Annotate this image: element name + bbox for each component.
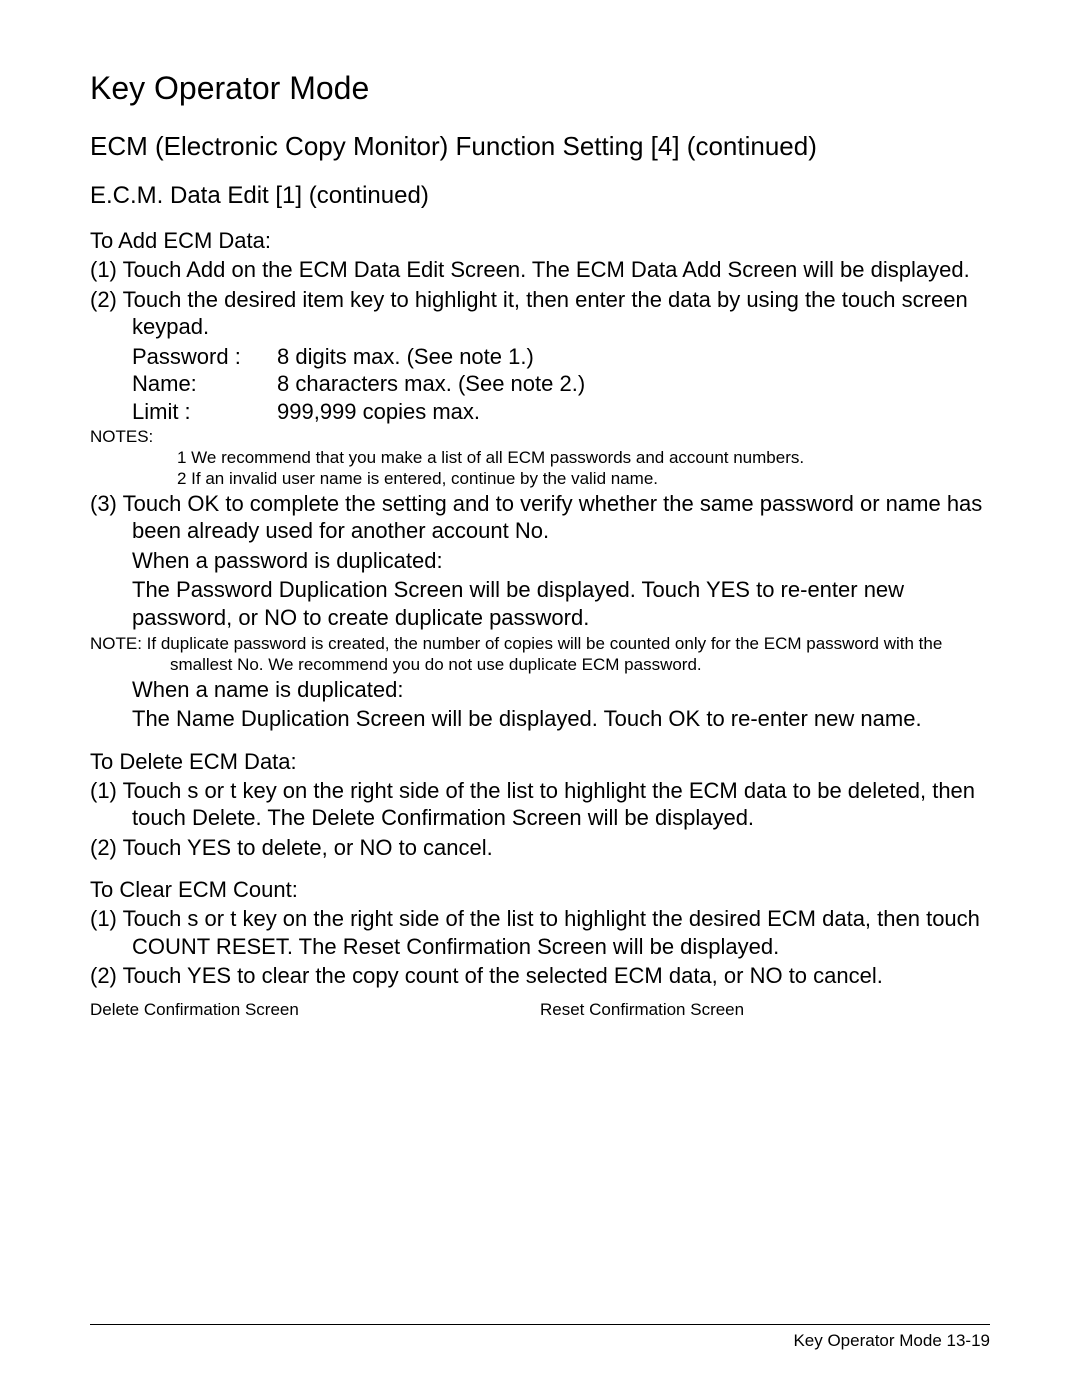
key-label-s: s [187, 778, 198, 803]
field-name: Name: 8 characters max. (See note 2.) [90, 370, 990, 398]
note-2: 2 If an invalid user name is entered, co… [90, 468, 990, 489]
page-footer: Key Operator Mode 13-19 [90, 1324, 990, 1351]
text: (1) Touch [90, 906, 187, 931]
text: or [198, 778, 230, 803]
key-label-no: NO [750, 963, 783, 988]
text: . The Delete Confirmation Screen will be… [256, 805, 755, 830]
text: . The Reset Confirmation Screen will be … [287, 934, 779, 959]
text: (1) Touch [90, 778, 187, 803]
text: to cancel. [392, 835, 492, 860]
text: (2) Touch [90, 835, 187, 860]
dup-name-heading: When a name is duplicated: [90, 676, 990, 704]
text: or [198, 906, 230, 931]
delete-ecm-heading: To Delete ECM Data: [90, 749, 990, 775]
dup-password-heading: When a password is duplicated: [90, 547, 990, 575]
footer-rule [90, 1324, 990, 1325]
clear-step-1: (1) Touch s or t key on the right side o… [90, 905, 990, 960]
footer-text: Key Operator Mode 13-19 [90, 1331, 990, 1351]
text: to delete, or [231, 835, 359, 860]
screen-labels-row: Delete Confirmation Screen Reset Confirm… [90, 1000, 990, 1020]
key-label-ok: OK [187, 491, 219, 516]
page-title: Key Operator Mode [90, 70, 990, 107]
add-step-2: (2) Touch the desired item key to highli… [90, 286, 990, 341]
text: to clear the copy count of the selected … [231, 963, 750, 988]
key-label-no: NO [359, 835, 392, 860]
delete-confirmation-label: Delete Confirmation Screen [90, 1000, 540, 1020]
note-label: NOTE: [90, 634, 142, 653]
clear-ecm-heading: To Clear ECM Count: [90, 877, 990, 903]
field-value: 999,999 copies max. [277, 398, 480, 426]
field-password: Password : 8 digits max. (See note 1.) [90, 343, 990, 371]
delete-step-1: (1) Touch s or t key on the right side o… [90, 777, 990, 832]
text: (2) Touch [90, 963, 187, 988]
dup-note: NOTE: If duplicate password is created, … [90, 633, 990, 676]
text: key on the right side of the list to hig… [236, 906, 980, 931]
note-1: 1 We recommend that you make a list of a… [90, 447, 990, 468]
clear-step-2: (2) Touch YES to clear the copy count of… [90, 962, 990, 990]
text: to create duplicate password. [297, 605, 589, 630]
text: The Password Duplication Screen will be … [132, 577, 706, 602]
field-label: Password : [132, 343, 277, 371]
key-label-add: Add [186, 257, 225, 282]
text: (1) Touch [90, 257, 186, 282]
key-label-no: NO [264, 605, 297, 630]
text: (3) Touch [90, 491, 187, 516]
text: on the ECM Data Edit Screen. The ECM Dat… [225, 257, 969, 282]
subsection-heading: E.C.M. Data Edit [1] (continued) [90, 182, 990, 210]
key-label-count-reset: COUNT RESET [132, 934, 287, 959]
key-label-yes: YES [187, 835, 231, 860]
key-label-s: s [187, 906, 198, 931]
field-label: Name: [132, 370, 277, 398]
note-body: If duplicate password is created, the nu… [142, 634, 942, 674]
key-label-delete: Delete [192, 805, 256, 830]
dup-password-body: The Password Duplication Screen will be … [90, 576, 990, 631]
key-label-yes: YES [706, 577, 750, 602]
key-label-yes: YES [187, 963, 231, 988]
field-limit: Limit : 999,999 copies max. [90, 398, 990, 426]
add-step-1: (1) Touch Add on the ECM Data Edit Scree… [90, 256, 990, 284]
delete-step-2: (2) Touch YES to delete, or NO to cancel… [90, 834, 990, 862]
section-heading: ECM (Electronic Copy Monitor) Function S… [90, 131, 990, 162]
reset-confirmation-label: Reset Confirmation Screen [540, 1000, 990, 1020]
text: to cancel. [783, 963, 883, 988]
notes-label: NOTES: [90, 427, 990, 447]
dup-name-body: The Name Duplication Screen will be disp… [90, 705, 990, 733]
field-value: 8 characters max. (See note 2.) [277, 370, 585, 398]
add-ecm-heading: To Add ECM Data: [90, 228, 990, 254]
add-step-3: (3) Touch OK to complete the setting and… [90, 490, 990, 545]
field-value: 8 digits max. (See note 1.) [277, 343, 534, 371]
field-label: Limit : [132, 398, 277, 426]
text: to complete the setting and to verify wh… [132, 491, 982, 544]
